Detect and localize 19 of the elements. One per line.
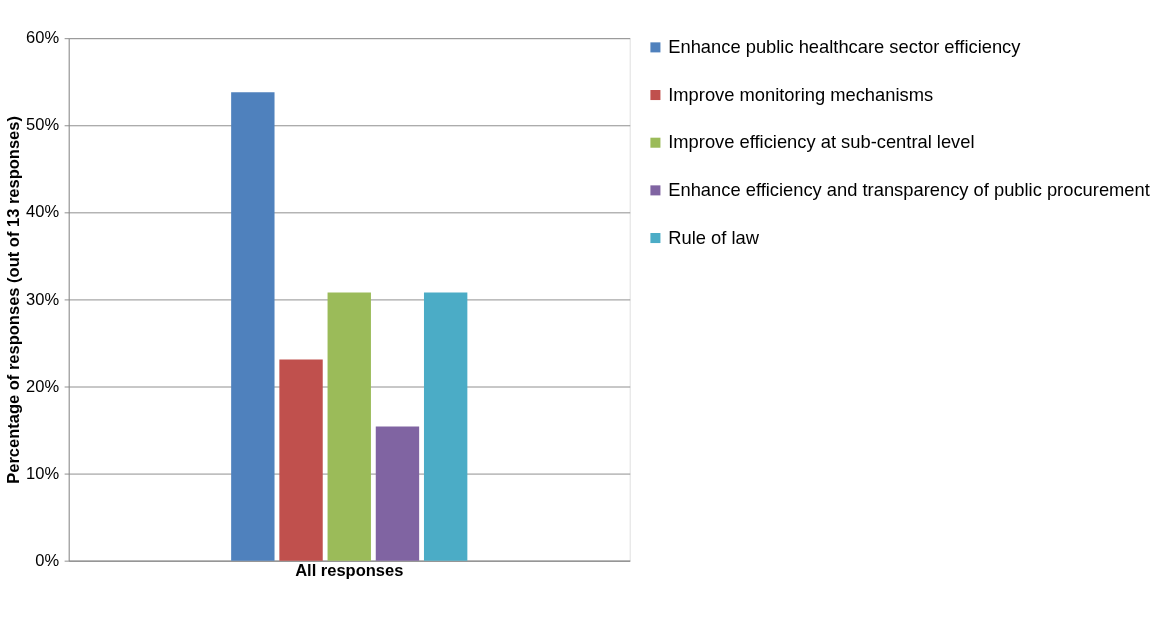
- legend-label: Enhance efficiency and transparency of public procurement: [668, 178, 1150, 200]
- y-tick-label: 0%: [35, 550, 60, 569]
- bar: [423, 292, 468, 561]
- x-tick-label: All responses: [295, 560, 404, 579]
- y-tick-label: 50%: [26, 115, 60, 134]
- y-axis-title: Percentage of responses (out of 13 responses): [3, 116, 22, 484]
- legend-label: Enhance public healthcare sector efficiency: [668, 35, 1022, 57]
- bar: [375, 426, 420, 561]
- legend-label: Improve efficiency at sub-central level: [668, 131, 975, 153]
- legend-label: Improve monitoring mechanisms: [668, 83, 934, 105]
- legend-label: Rule of law: [668, 226, 760, 248]
- y-tick-label: 60%: [26, 28, 60, 47]
- bar: [327, 292, 371, 561]
- bar: [231, 92, 275, 561]
- y-tick-label: 30%: [26, 289, 60, 308]
- y-tick-label: 10%: [26, 463, 60, 482]
- y-tick-label: 20%: [26, 376, 60, 395]
- y-tick-label: 40%: [26, 202, 60, 221]
- bar: [279, 359, 323, 561]
